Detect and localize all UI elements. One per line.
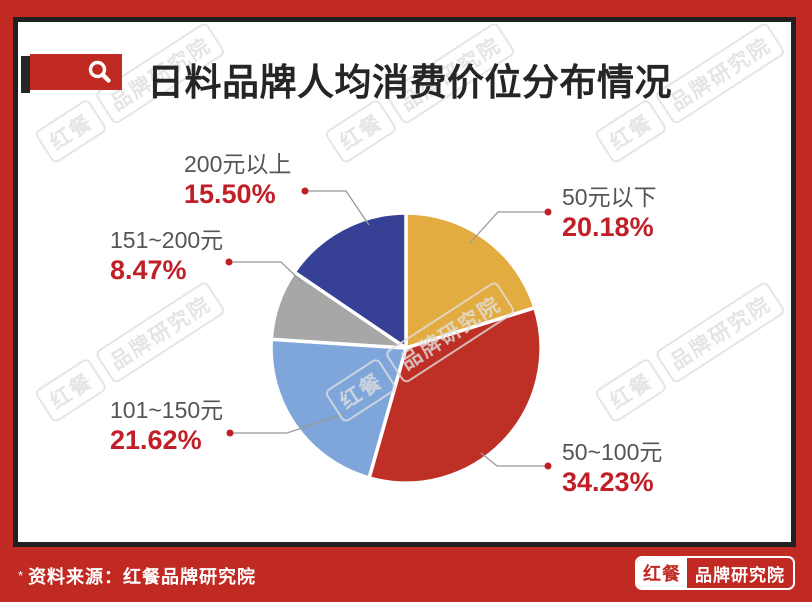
brand-logo: 红餐 品牌研究院 <box>635 556 795 590</box>
footer-source-text: 资料来源：红餐品牌研究院 <box>28 567 257 587</box>
pie-label-percent: 34.23% <box>562 467 654 498</box>
leader-line-3 <box>229 261 303 283</box>
pie-slice-2 <box>269 337 408 480</box>
pie-label-200-plus: 200元以上 15.50% <box>184 150 291 211</box>
leader-dot-0 <box>544 208 552 216</box>
pie-label-name: 151~200元 <box>110 227 224 253</box>
pie-slice-0 <box>404 211 537 350</box>
brand-logo-right: 品牌研究院 <box>695 565 785 585</box>
title-badge <box>30 54 122 90</box>
pie-label-name: 200元以上 <box>184 151 292 177</box>
pie-label-50-100: 50~100元 34.23% <box>562 438 662 499</box>
magnifier-icon <box>88 60 111 83</box>
leader-line-2 <box>230 413 345 434</box>
pie-label-percent: 21.62% <box>110 425 202 456</box>
leader-line-0 <box>468 211 548 245</box>
pie-label-percent: 20.18% <box>562 212 654 243</box>
leader-dot-2 <box>226 429 234 437</box>
page-title: 日料品牌人均消费价位分布情况 <box>147 62 672 103</box>
leader-dot-4 <box>301 187 309 195</box>
leader-dot-3 <box>225 258 233 266</box>
leader-line-4 <box>305 190 370 226</box>
pie-slice-4 <box>292 211 408 350</box>
pie-label-name: 101~150元 <box>110 397 224 423</box>
pie-label-151-200: 151~200元 8.47% <box>110 226 223 287</box>
leader-line-1 <box>480 452 548 467</box>
pie-label-50-below: 50元以下 20.18% <box>562 183 657 244</box>
pie-label-name: 50元以下 <box>562 184 657 210</box>
footer-asterisk: * <box>18 568 25 583</box>
footer-source: * 资料来源：红餐品牌研究院 <box>18 563 256 589</box>
pie-label-percent: 8.47% <box>110 255 187 286</box>
pie-label-percent: 15.50% <box>184 179 276 210</box>
title-accent-tab <box>21 56 30 93</box>
leader-dot-1 <box>544 462 552 470</box>
brand-logo-left: 红餐 <box>637 558 687 588</box>
pie-slice-1 <box>367 305 543 485</box>
pie-label-101-150: 101~150元 21.62% <box>110 396 223 457</box>
pie-label-name: 50~100元 <box>562 439 663 465</box>
footer-band: * 资料来源：红餐品牌研究院 红餐 品牌研究院 <box>0 547 812 602</box>
